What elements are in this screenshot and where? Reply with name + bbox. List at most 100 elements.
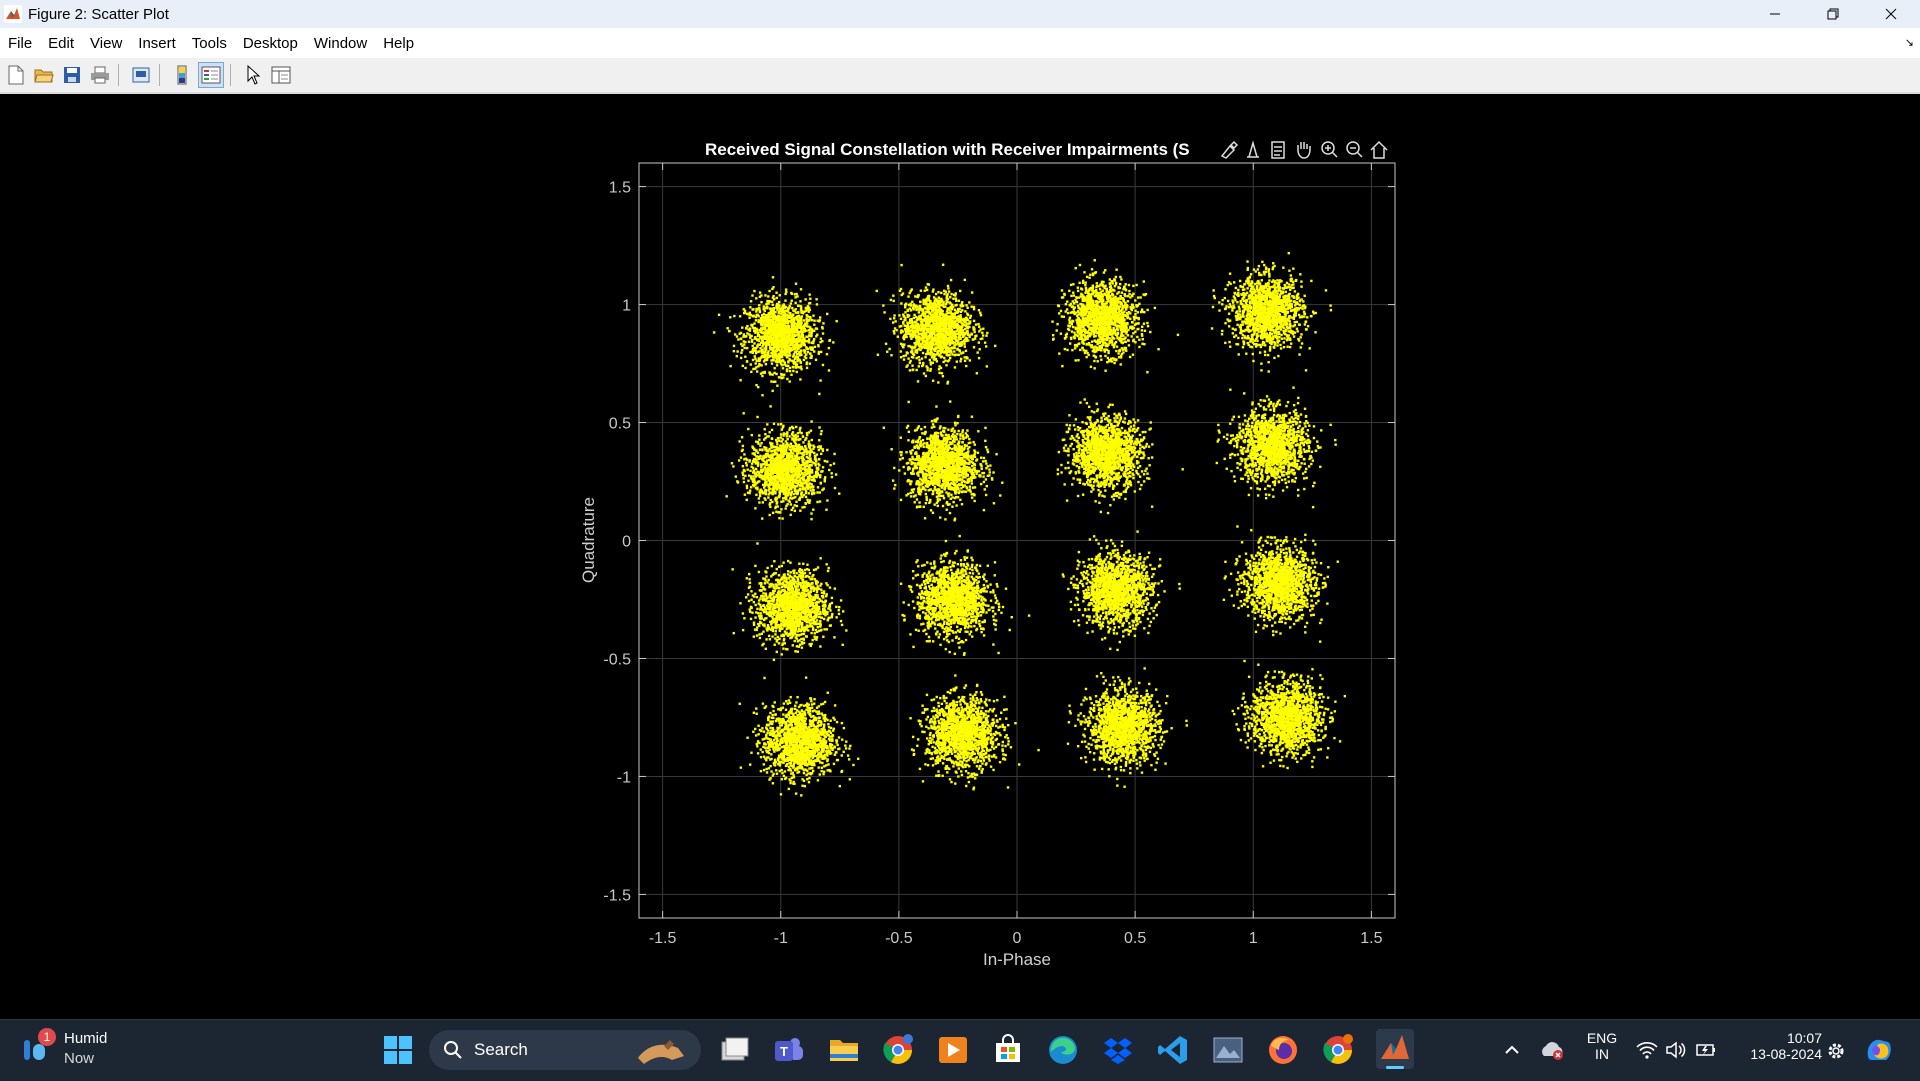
- legend-button[interactable]: [198, 62, 224, 88]
- scatter-point: [733, 315, 735, 317]
- scatter-point: [1066, 308, 1068, 310]
- scatter-point: [1111, 341, 1113, 343]
- print-button[interactable]: [88, 63, 112, 87]
- scatter-point: [1109, 308, 1111, 310]
- scatter-point: [978, 357, 980, 359]
- scatter-point: [799, 344, 801, 346]
- scatter-point: [795, 283, 797, 285]
- scatter-point: [740, 357, 742, 359]
- scatter-point: [1101, 297, 1103, 299]
- scatter-point: [957, 315, 959, 317]
- scatter-point: [955, 300, 957, 302]
- scatter-point: [1121, 317, 1123, 319]
- colorbar-button[interactable]: [170, 63, 194, 87]
- scatter-point: [817, 345, 819, 347]
- scatter-point: [1108, 337, 1110, 339]
- scatter-point: [1088, 313, 1090, 315]
- open-file-button[interactable]: [32, 63, 56, 87]
- scatter-point: [913, 303, 915, 305]
- scatter-point: [1077, 317, 1079, 319]
- scatter-point: [965, 365, 967, 367]
- scatter-point: [759, 358, 761, 360]
- scatter-point: [1128, 290, 1130, 292]
- save-button[interactable]: [60, 63, 84, 87]
- scatter-point: [741, 349, 743, 351]
- scatter-point: [800, 349, 802, 351]
- minimize-button[interactable]: [1746, 0, 1804, 28]
- scatter-point: [1104, 370, 1106, 372]
- scatter-point: [1299, 273, 1301, 275]
- scatter-point: [733, 345, 735, 347]
- scatter-point: [777, 315, 779, 317]
- pointer-button[interactable]: [241, 63, 265, 87]
- dock-arrow-icon[interactable]: ↘: [1905, 36, 1914, 49]
- print-preview-button[interactable]: [129, 63, 153, 87]
- scatter-point: [1246, 260, 1248, 262]
- scatter-point: [806, 363, 808, 365]
- menu-insert[interactable]: Insert: [130, 35, 184, 52]
- scatter-point: [1116, 304, 1118, 306]
- scatter-point: [1110, 329, 1112, 331]
- scatter-point: [749, 306, 751, 308]
- scatter-point: [793, 347, 795, 349]
- scatter-point: [780, 363, 782, 365]
- scatter-point: [1121, 319, 1123, 321]
- scatter-point: [1079, 329, 1081, 331]
- scatter-point: [1247, 335, 1249, 337]
- scatter-point: [761, 356, 763, 358]
- scatter-point: [790, 374, 792, 376]
- scatter-point: [952, 334, 954, 336]
- scatter-point: [1084, 321, 1086, 323]
- scatter-point: [1129, 296, 1131, 298]
- menu-view[interactable]: View: [82, 35, 130, 52]
- scatter-point: [765, 303, 767, 305]
- restore-button[interactable]: [1804, 0, 1862, 28]
- scatter-point: [784, 306, 786, 308]
- scatter-point: [814, 346, 816, 348]
- close-button[interactable]: [1862, 0, 1920, 28]
- scatter-point: [945, 303, 947, 305]
- scatter-point: [821, 327, 823, 329]
- menu-window[interactable]: Window: [306, 35, 375, 52]
- scatter-point: [1090, 332, 1092, 334]
- scatter-point: [1065, 310, 1067, 312]
- property-inspector-button[interactable]: [269, 63, 293, 87]
- scatter-point: [755, 352, 757, 354]
- scatter-point: [804, 340, 806, 342]
- scatter-point: [1119, 283, 1121, 285]
- scatter-point: [980, 314, 982, 316]
- menu-edit[interactable]: Edit: [40, 35, 82, 52]
- menu-help[interactable]: Help: [375, 35, 422, 52]
- scatter-point: [1271, 286, 1273, 288]
- scatter-point: [799, 378, 801, 380]
- scatter-point: [954, 325, 956, 327]
- scatter-point: [1094, 259, 1096, 261]
- scatter-point: [1127, 300, 1129, 302]
- scatter-point: [782, 324, 784, 326]
- menu-desktop[interactable]: Desktop: [235, 35, 306, 52]
- scatter-point: [792, 355, 794, 357]
- scatter-point: [789, 380, 791, 382]
- scatter-point: [1132, 353, 1134, 355]
- scatter-point: [770, 352, 772, 354]
- scatter-point: [782, 335, 784, 337]
- menu-tools[interactable]: Tools: [184, 35, 235, 52]
- window-titlebar[interactable]: Figure 2: Scatter Plot: [0, 0, 1920, 28]
- scatter-point: [809, 326, 811, 328]
- menu-file[interactable]: File: [0, 35, 40, 52]
- scatter-point: [970, 306, 972, 308]
- scatter-point: [925, 325, 927, 327]
- scatter-point: [766, 307, 768, 309]
- new-figure-button[interactable]: [4, 63, 28, 87]
- scatter-point: [969, 359, 971, 361]
- scatter-point: [954, 354, 956, 356]
- scatter-point: [936, 360, 938, 362]
- scatter-point: [1120, 278, 1122, 280]
- scatter-point: [1095, 292, 1097, 294]
- scatter-point: [1149, 331, 1151, 333]
- scatter-point: [1115, 350, 1117, 352]
- scatter-point: [952, 323, 954, 325]
- scatter-point: [775, 349, 777, 351]
